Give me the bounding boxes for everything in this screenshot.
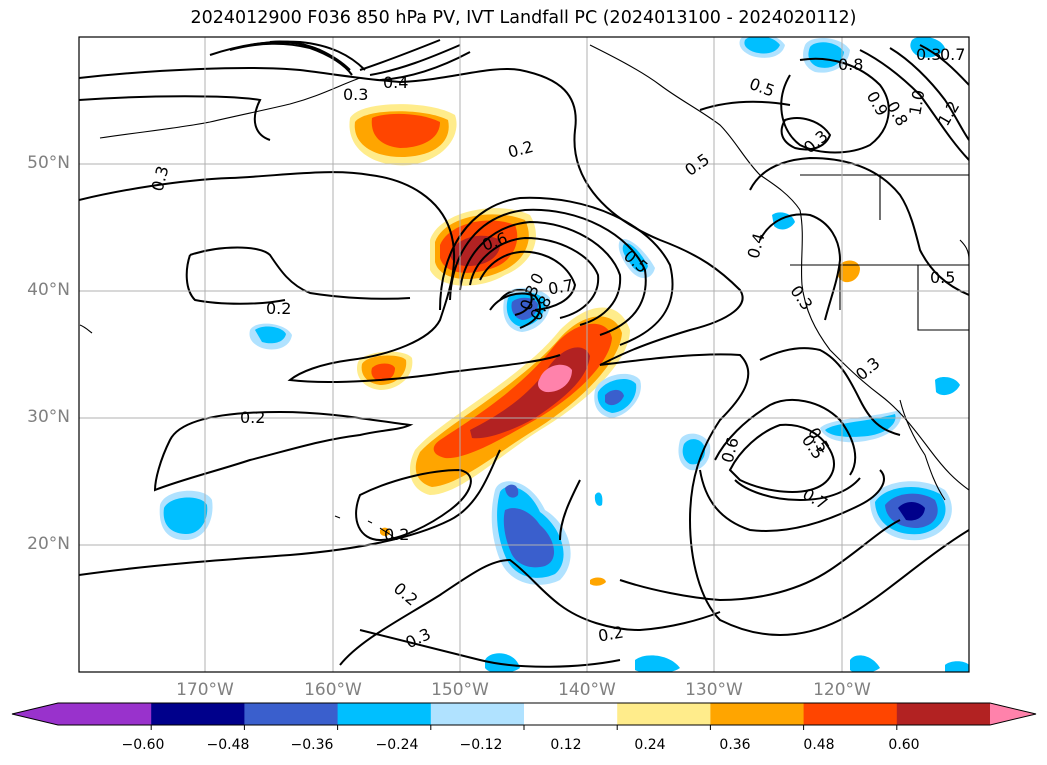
colorbar-tick-label: 0.12 (550, 737, 582, 753)
colorbar-swatch (524, 703, 618, 725)
colorbar-tick-label: −0.12 (459, 737, 503, 753)
contour-label: 0.2 (597, 622, 625, 645)
colorbar-swatch (151, 703, 245, 725)
lat-label: 20°N (27, 534, 70, 554)
colorbar-swatch (990, 703, 1036, 725)
lat-label: 30°N (27, 407, 70, 427)
colorbar-tick-label: 0.24 (634, 737, 666, 753)
colorbar-tick-label: 0.48 (803, 737, 835, 753)
contour-label: 0.8 (838, 55, 863, 74)
contour-label: 0.3 (343, 85, 368, 104)
contour-label: 0.7 (940, 45, 965, 64)
contour-label: 0.3 (916, 45, 941, 64)
lon-label: 140°W (558, 680, 616, 700)
lat-label: 40°N (27, 280, 70, 300)
lon-label: 160°W (304, 680, 362, 700)
contour-label: 0.2 (266, 299, 291, 318)
colorbar-swatch (803, 703, 898, 725)
gridlines (79, 37, 969, 672)
pv-ivt-map: 0.3 0.4 0.3 0.2 0.3 0.8 0.7 0.5 0.9 0.8 … (78, 36, 970, 673)
lon-label: 130°W (685, 680, 743, 700)
colorbar-swatch (896, 703, 991, 725)
contour-lines (79, 39, 969, 668)
colorbar-tick-label: −0.36 (290, 737, 334, 753)
contour-label: 1.0 (905, 88, 928, 116)
contour-label: 0.7 (547, 275, 575, 298)
lon-label: 150°W (431, 680, 489, 700)
colorbar-swatch (337, 703, 432, 725)
colorbar-tick-label: −0.48 (206, 737, 250, 753)
colorbar-swatch (710, 703, 805, 725)
coastlines (79, 44, 969, 541)
colorbar-tick-label: 0.36 (719, 737, 751, 753)
lon-label: 120°W (813, 680, 871, 700)
positive-pv-shading (349, 104, 860, 586)
lat-label: 50°N (27, 153, 70, 173)
colorbar-tick-label: −0.60 (121, 737, 165, 753)
colorbar-swatch (12, 703, 58, 725)
lon-label: 170°W (176, 680, 234, 700)
contour-label: 0.4 (383, 73, 408, 92)
negative-pv-shading (159, 37, 969, 672)
colorbar-swatch (244, 703, 339, 725)
map-title: 2024012900 F036 850 hPa PV, IVT Landfall… (190, 8, 857, 28)
contour-label: 0.2 (384, 525, 409, 544)
contour-label: 0.2 (240, 408, 265, 427)
colorbar-tick-label: 0.60 (888, 737, 920, 753)
colorbar-swatch (58, 703, 152, 725)
colorbar-swatch (617, 703, 711, 725)
colorbar-swatch (430, 703, 525, 725)
colorbar-tick-label: −0.24 (375, 737, 419, 753)
contour-label: 0.5 (930, 268, 955, 287)
